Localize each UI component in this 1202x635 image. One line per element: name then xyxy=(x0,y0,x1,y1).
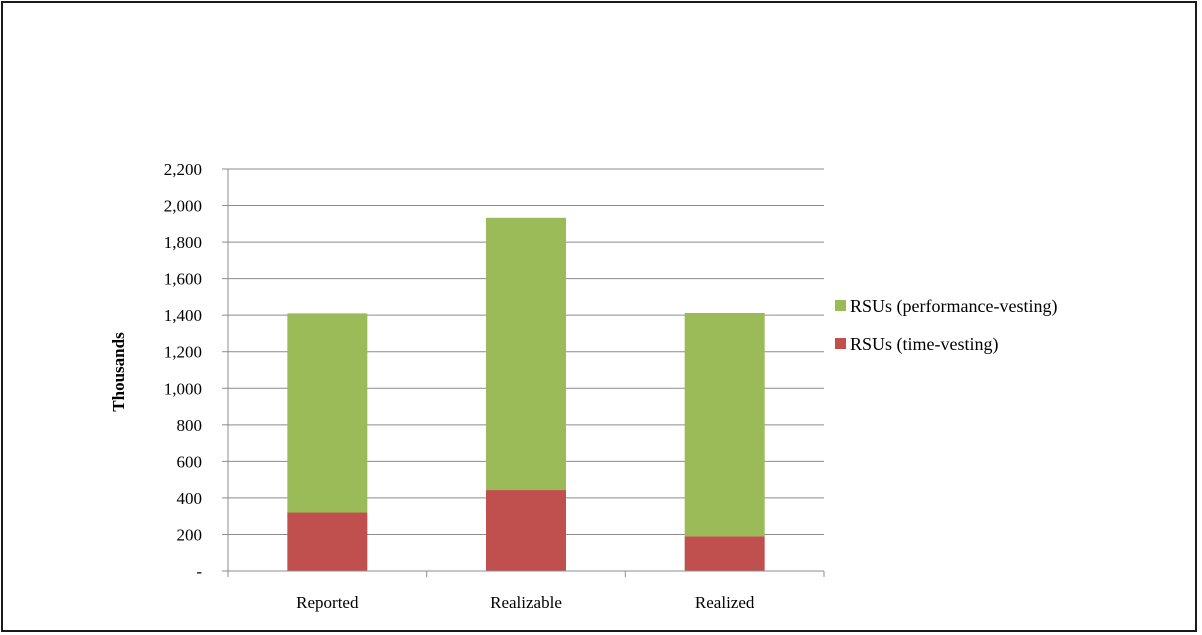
bars xyxy=(287,217,765,571)
y-tick-label: 1,800 xyxy=(164,233,202,252)
y-tick-label: 400 xyxy=(177,489,203,508)
bar-segment xyxy=(486,490,566,571)
y-tick-label: 2,200 xyxy=(164,160,202,179)
x-tick-labels: Reported Realizable Realized xyxy=(296,593,755,612)
legend-label: RSUs (time-vesting) xyxy=(850,334,999,355)
y-tick-labels: - 200 400 600 800 1,000 1,200 1,400 1,600 1,800 2,… xyxy=(164,160,203,581)
y-tick-label: 1,200 xyxy=(164,343,202,362)
legend-swatch xyxy=(835,338,846,349)
y-tick-label: 1,600 xyxy=(164,270,202,289)
bar-segment xyxy=(684,312,765,537)
bar-segment xyxy=(684,536,765,571)
x-tick-label: Reported xyxy=(296,593,359,612)
y-axis-title: Thousands xyxy=(109,332,128,412)
axes xyxy=(222,168,825,577)
x-tick-label: Realized xyxy=(695,593,755,612)
y-tick-label: 600 xyxy=(177,452,203,471)
y-tick-label: 1,000 xyxy=(164,379,202,398)
legend-label: RSUs (performance-vesting) xyxy=(850,296,1057,317)
bar-segment xyxy=(287,313,368,513)
y-tick-label: - xyxy=(196,562,202,581)
y-tick-label: 2,000 xyxy=(164,197,202,216)
x-tick-label: Realizable xyxy=(490,593,562,612)
y-tick-label: 1,400 xyxy=(164,306,202,325)
y-tick-label: 200 xyxy=(177,525,203,544)
legend: RSUs (performance-vesting) RSUs (time-ves… xyxy=(835,296,1057,355)
bar-segment xyxy=(287,512,368,571)
legend-swatch xyxy=(835,300,846,311)
bar-segment xyxy=(486,217,566,491)
y-tick-label: 800 xyxy=(177,416,203,435)
